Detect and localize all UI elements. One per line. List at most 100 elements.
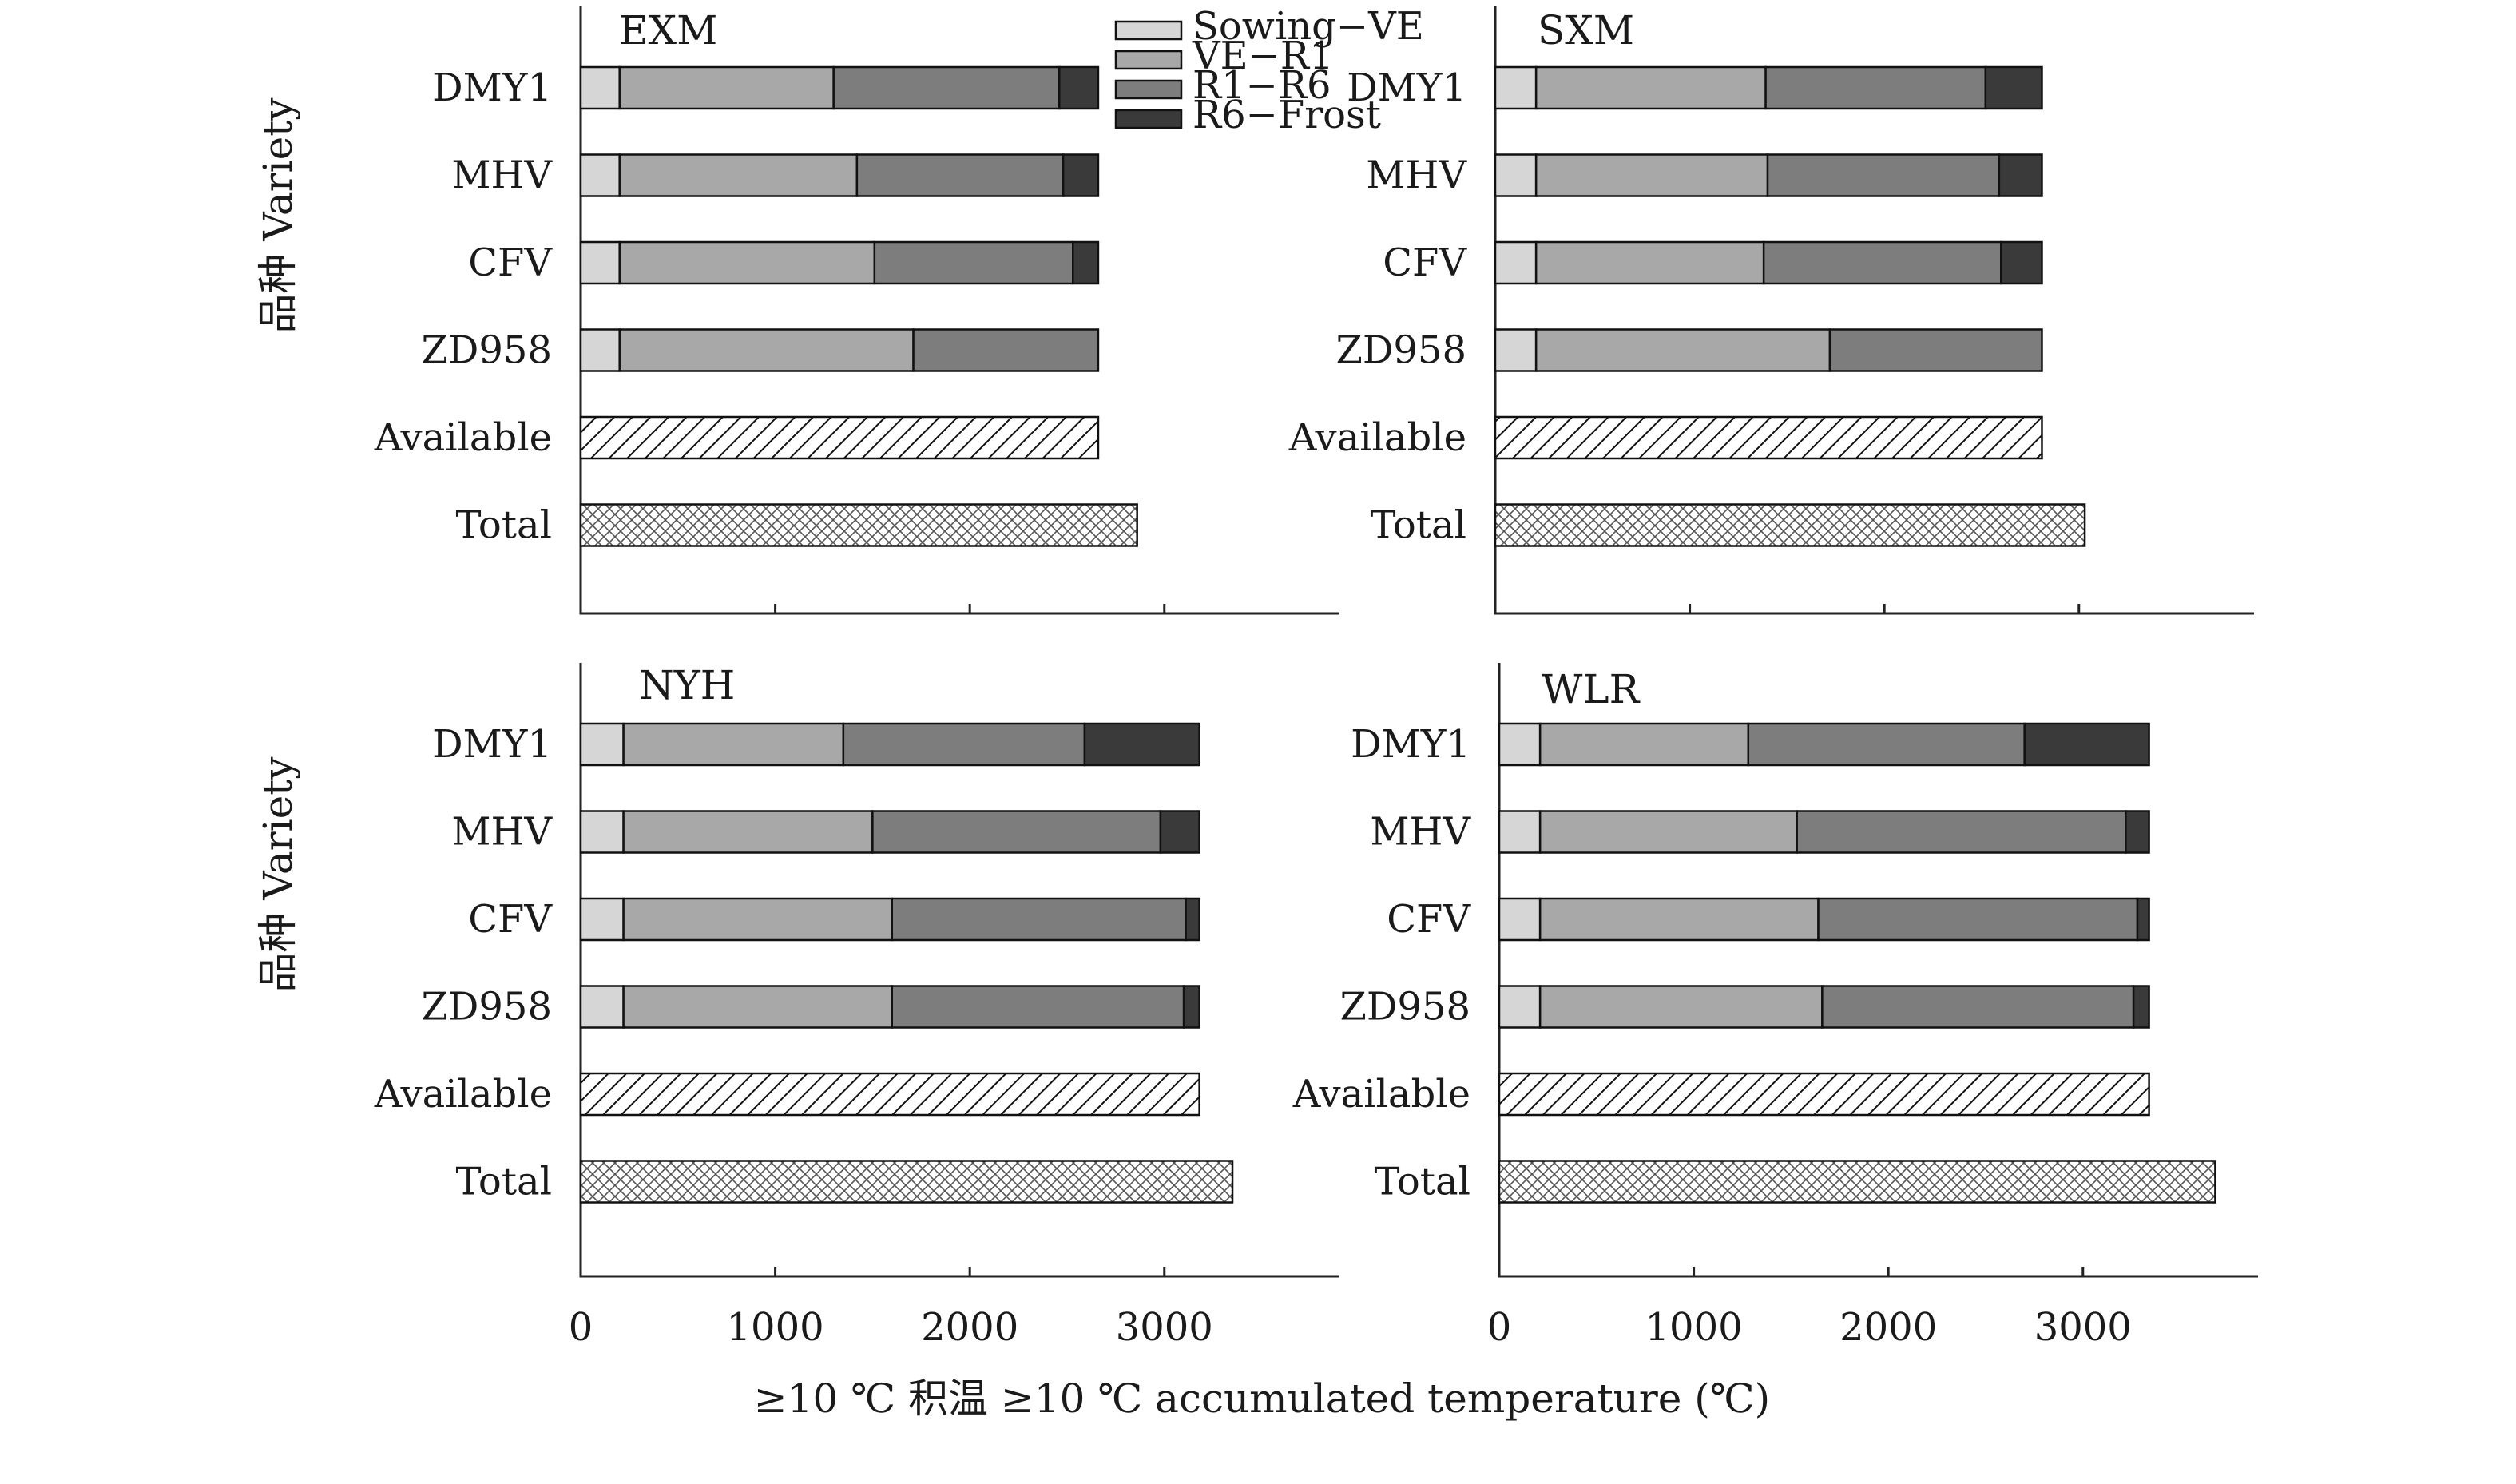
bar-total [579, 1160, 1234, 1204]
panel-wlr: 0 1000 2000 3000 WLR DMY1 MHV CFV ZD958 Available… [1292, 663, 2258, 1350]
bar-total [1498, 1160, 2216, 1204]
bar-cfv-r1-r6 [873, 240, 1074, 285]
category-label: DMY1 [432, 65, 552, 110]
bar-zd958-sowing-ve [579, 328, 621, 372]
legend-swatch-r6-frost [1114, 109, 1183, 129]
legend-swatch-r1-r6 [1114, 79, 1183, 100]
bar-dmy1-r1-r6 [842, 722, 1086, 767]
bar-zd958-r1-r6 [1828, 328, 2043, 372]
bar-mhv-sowing-ve [1494, 153, 1538, 197]
bar-dmy1-ve-r1 [618, 65, 835, 110]
category-label: DMY1 [1351, 722, 1470, 767]
category-label: CFV [1383, 240, 1467, 285]
bar-mhv-r6-frost [2125, 810, 2150, 854]
bar-dmy1-r1-r6 [1747, 722, 2026, 767]
legend-label-ve-r1: VE−R1 [1192, 34, 1334, 78]
bar-mhv-r1-r6 [1766, 153, 2001, 197]
x-tick-label: 0 [1487, 1305, 1512, 1350]
x-tick-label: 3000 [2034, 1305, 2132, 1350]
category-label: ZD958 [1336, 328, 1466, 373]
category-label: Available [1288, 415, 1466, 460]
bar-dmy1-ve-r1 [1538, 722, 1750, 767]
x-tick-label: 2000 [1839, 1305, 1937, 1350]
panel-title: SXM [1538, 7, 1634, 54]
bar-dmy1-sowing-ve [1494, 65, 1538, 110]
bar-cfv-r1-r6 [891, 897, 1187, 942]
panel-nyh: 0 1000 2000 3000 NYH DMY1 MHV CFV ZD958 Available… [374, 662, 1339, 1350]
category-label: ZD958 [422, 985, 552, 1030]
category-label: MHV [451, 810, 553, 855]
y-axis-title-top: 品种 Variety [255, 97, 301, 334]
panel-title: WLR [1542, 666, 1641, 712]
bar-cfv-r6-frost [2136, 897, 2150, 942]
panel-exm: EXM DMY1 MHV CFV ZD958 Available Total [374, 6, 1339, 615]
bar-zd958-ve-r1 [1534, 328, 1831, 372]
bar-mhv-ve-r1 [1538, 810, 1798, 854]
category-label: MHV [1366, 153, 1467, 198]
bar-mhv-sowing-ve [1498, 810, 1542, 854]
bar-zd958-r6-frost [2132, 985, 2150, 1029]
bar-mhv-ve-r1 [618, 153, 859, 197]
bar-dmy1-r6-frost [1083, 722, 1200, 767]
category-label: DMY1 [1347, 65, 1466, 110]
bar-mhv-r6-frost [1998, 153, 2043, 197]
bar-available [1494, 415, 2043, 460]
bar-available [579, 415, 1100, 460]
category-label: MHV [451, 153, 553, 198]
panel-sxm: SXM DMY1 MHV CFV ZD958 Available Total [1288, 6, 2254, 615]
panel-title: EXM [619, 7, 717, 54]
category-label: ZD958 [422, 328, 552, 373]
category-label: CFV [468, 240, 553, 285]
y-axis-title-bottom: 品种 Variety [255, 756, 301, 993]
category-label: Total [1371, 503, 1466, 548]
x-tick-label: 2000 [921, 1305, 1018, 1350]
bar-dmy1-sowing-ve [579, 65, 621, 110]
legend-label-sowing-ve: Sowing−VE [1193, 4, 1424, 49]
bar-dmy1-r6-frost [1058, 65, 1100, 110]
bar-mhv-r6-frost [1159, 810, 1200, 854]
bar-cfv-ve-r1 [1538, 897, 1820, 942]
bar-zd958-r6-frost [1182, 985, 1200, 1029]
legend-swatch-sowing-ve [1114, 20, 1183, 41]
bar-zd958-sowing-ve [1494, 328, 1538, 372]
x-tick-label: 1000 [1645, 1305, 1743, 1350]
bar-mhv-r1-r6 [855, 153, 1065, 197]
bar-zd958-r1-r6 [891, 985, 1185, 1029]
bar-cfv-ve-r1 [622, 897, 893, 942]
legend-label-r1-r6: R1−R6 [1193, 63, 1331, 108]
bar-zd958-r1-r6 [1821, 985, 2135, 1029]
bar-cfv-sowing-ve [1498, 897, 1542, 942]
bar-mhv-r1-r6 [1796, 810, 2127, 854]
bar-zd958-sowing-ve [579, 985, 625, 1029]
bar-mhv-ve-r1 [622, 810, 874, 854]
bar-dmy1-sowing-ve [579, 722, 625, 767]
bar-cfv-ve-r1 [1534, 240, 1765, 285]
bar-cfv-r6-frost [1072, 240, 1100, 285]
bar-dmy1-r1-r6 [1764, 65, 1987, 110]
bar-dmy1-r6-frost [2023, 722, 2150, 767]
panel-title: NYH [639, 662, 735, 708]
x-tick-label: 3000 [1116, 1305, 1213, 1350]
x-tick-label: 1000 [727, 1305, 824, 1350]
bar-mhv-r6-frost [1062, 153, 1100, 197]
legend-label-r6-frost: R6−Frost [1193, 93, 1381, 137]
legend-swatch-ve-r1 [1114, 50, 1183, 70]
bar-dmy1-r1-r6 [832, 65, 1061, 110]
bar-zd958-sowing-ve [1498, 985, 1542, 1029]
category-label: Total [1375, 1160, 1470, 1204]
x-axis-title: ≥10 ℃ 积温 ≥10 ℃ accumulated temperature (… [754, 1375, 1770, 1422]
bar-mhv-sowing-ve [579, 810, 625, 854]
x-tick-label: 0 [569, 1305, 593, 1350]
category-label: Available [374, 415, 552, 460]
bar-dmy1-ve-r1 [622, 722, 845, 767]
category-label: CFV [468, 897, 553, 942]
chart-panels: EXM DMY1 MHV CFV ZD958 Available Total SXM DMY1 M… [374, 6, 2258, 1350]
bar-available [579, 1072, 1200, 1117]
bar-cfv-r1-r6 [1762, 240, 2002, 285]
category-label: Available [1292, 1072, 1470, 1117]
category-label: Total [456, 503, 552, 548]
bar-cfv-sowing-ve [579, 897, 625, 942]
bar-zd958-r1-r6 [912, 328, 1100, 372]
